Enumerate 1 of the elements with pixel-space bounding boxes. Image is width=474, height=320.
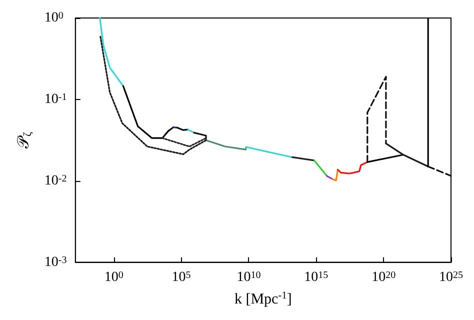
y-axis-title: 𝒫ζ [16, 131, 34, 148]
